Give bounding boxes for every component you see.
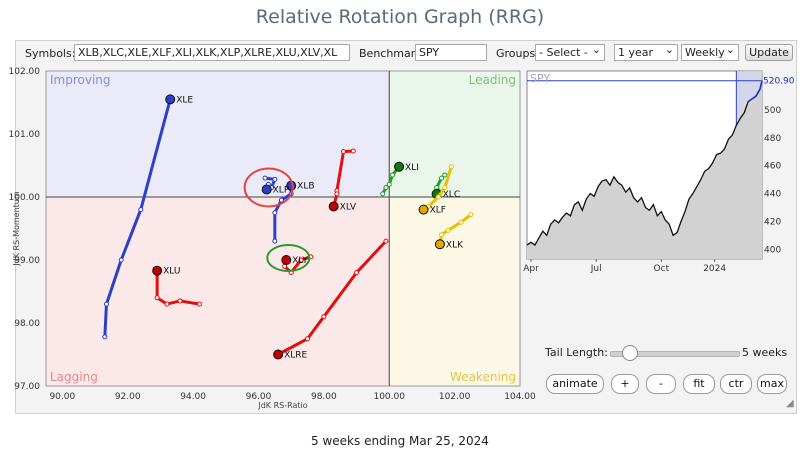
controls-bar: Symbols: XLB,XLC,XLE,XLF,XLI,XLK,XLP,XLR… bbox=[25, 44, 793, 64]
fit-button[interactable]: fit bbox=[683, 374, 715, 394]
tail-length-value: 5 weeks bbox=[742, 346, 788, 359]
period-select[interactable]: 1 year bbox=[614, 44, 678, 61]
center-button[interactable]: ctr bbox=[720, 374, 752, 394]
groups-label: Groups: bbox=[496, 47, 539, 60]
footer-caption: 5 weeks ending Mar 25, 2024 bbox=[311, 434, 489, 448]
max-button[interactable]: max bbox=[757, 374, 787, 394]
animate-button[interactable]: animate bbox=[546, 374, 604, 394]
update-button[interactable]: Update bbox=[745, 44, 793, 61]
benchmark-input[interactable]: SPY bbox=[415, 44, 487, 61]
groups-select[interactable]: - Select - bbox=[535, 44, 605, 61]
tail-length-slider[interactable] bbox=[610, 351, 740, 357]
tail-length-label: Tail Length: bbox=[545, 346, 608, 359]
symbols-label: Symbols: bbox=[25, 47, 76, 60]
tail-length-slider-handle[interactable] bbox=[622, 345, 638, 361]
rrg-panel bbox=[15, 40, 797, 414]
zoom-out-button[interactable]: - bbox=[646, 374, 676, 394]
interval-select[interactable]: Weekly bbox=[681, 44, 739, 61]
benchmark-label: Benchmark: bbox=[359, 47, 426, 60]
zoom-in-button[interactable]: + bbox=[611, 374, 639, 394]
resize-grip-icon[interactable]: ◢ bbox=[786, 398, 794, 409]
page-title: Relative Rotation Graph (RRG) bbox=[255, 6, 545, 28]
symbols-input[interactable]: XLB,XLC,XLE,XLF,XLI,XLK,XLP,XLRE,XLU,XLV… bbox=[74, 44, 350, 61]
